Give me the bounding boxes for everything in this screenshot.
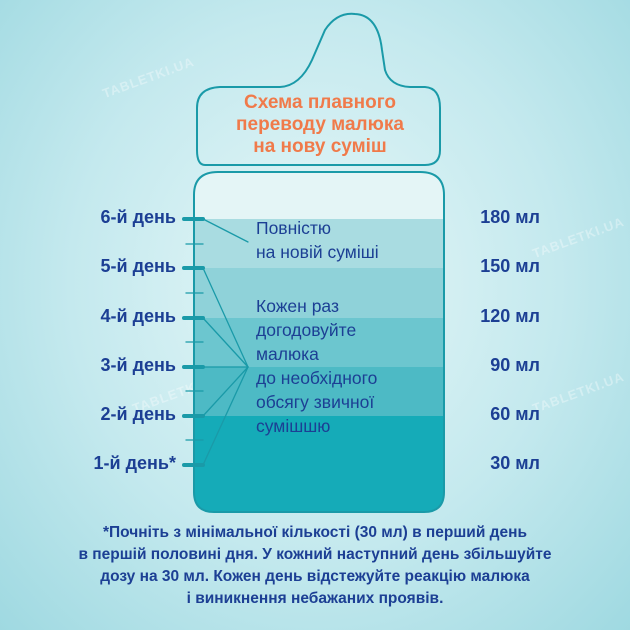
text-line: догодовуйте <box>256 320 357 340</box>
footnote: *Почніть з мінімальної кількості (30 мл)… <box>20 522 610 610</box>
text-line: сумішшю <box>256 416 331 436</box>
volume-label: 180 мл <box>480 207 540 227</box>
day-label: 5-й день <box>100 256 176 276</box>
level-band-90 <box>194 367 444 416</box>
level-band-60 <box>194 416 444 512</box>
supplement-instruction-label: Кожен раз догодовуйте малюка до необхідн… <box>256 294 377 438</box>
day-label: 2-й день <box>100 404 176 424</box>
day-label: 1-й день* <box>93 453 176 473</box>
day-label: 3-й день <box>100 355 176 375</box>
volume-label: 150 мл <box>480 256 540 276</box>
text-line: на новій суміші <box>256 242 379 262</box>
title-line: Схема плавного <box>244 92 396 113</box>
volume-label: 120 мл <box>480 306 540 326</box>
title-line: на нову суміш <box>253 136 387 157</box>
text-line: малюка <box>256 344 319 364</box>
footnote-line: в першій половині дня. У кожний наступни… <box>78 546 552 563</box>
diagram-title: Схема плавного переводу малюка на нову с… <box>200 92 440 158</box>
footnote-line: дозу на 30 мл. Кожен день відстежуйте ре… <box>100 568 530 585</box>
day-label: 4-й день <box>100 306 176 326</box>
footnote-line: і виникнення небажаних проявів. <box>186 590 444 607</box>
level-band-120 <box>194 318 444 367</box>
text-line: обсягу звичної <box>256 392 375 412</box>
text-line: Повністю <box>256 218 332 238</box>
title-line: переводу малюка <box>236 114 404 135</box>
level-band-180 <box>194 219 444 268</box>
volume-label: 30 мл <box>490 453 540 473</box>
connector-lines <box>202 218 249 466</box>
full-new-formula-label: Повністю на новій суміші <box>256 216 379 264</box>
footnote-line: *Почніть з мінімальної кількості (30 мл)… <box>102 524 528 541</box>
text-line: до необхідного <box>256 368 378 388</box>
day-label: 6-й день <box>100 207 176 227</box>
volume-label: 90 мл <box>490 355 540 375</box>
text-line: Кожен раз <box>256 296 339 316</box>
bottle-nipple <box>196 12 441 166</box>
level-band-150 <box>194 268 444 318</box>
volume-label: 60 мл <box>490 404 540 424</box>
